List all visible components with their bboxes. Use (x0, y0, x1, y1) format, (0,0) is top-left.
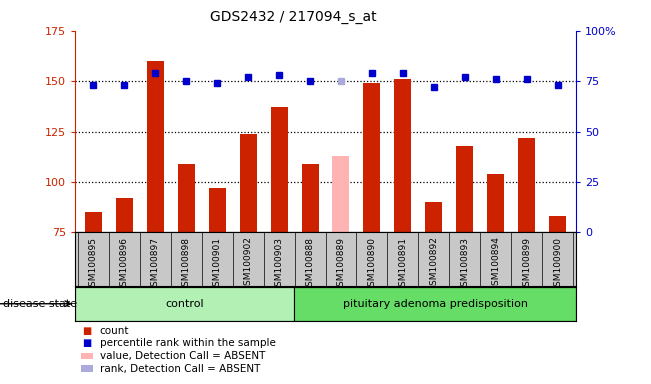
Text: GSM100902: GSM100902 (243, 237, 253, 291)
Bar (301, 164, 318, 232)
Text: ■: ■ (83, 326, 92, 336)
Text: GSM100890: GSM100890 (367, 237, 376, 291)
Bar (209, 188, 226, 232)
Bar (518, 137, 535, 232)
Bar (363, 83, 380, 232)
Text: control: control (165, 299, 204, 309)
Text: GSM100888: GSM100888 (305, 237, 314, 291)
Bar (240, 134, 256, 232)
Text: GSM100895: GSM100895 (89, 237, 98, 291)
Text: GSM100900: GSM100900 (553, 237, 562, 291)
Text: GSM100894: GSM100894 (492, 237, 500, 291)
Text: percentile rank within the sample: percentile rank within the sample (100, 338, 275, 348)
Bar (395, 79, 411, 232)
Text: disease state: disease state (3, 299, 77, 309)
Text: value, Detection Call = ABSENT: value, Detection Call = ABSENT (100, 351, 265, 361)
Text: GSM100898: GSM100898 (182, 237, 191, 291)
Bar (549, 216, 566, 232)
Bar (116, 198, 133, 232)
Bar (294, 287, 576, 321)
Bar (75, 287, 294, 321)
Bar (456, 146, 473, 232)
Text: GSM100901: GSM100901 (213, 237, 222, 291)
Bar (85, 212, 102, 232)
Text: GSM100891: GSM100891 (398, 237, 408, 291)
Bar (147, 61, 164, 232)
Text: GSM100896: GSM100896 (120, 237, 129, 291)
Text: GDS2432 / 217094_s_at: GDS2432 / 217094_s_at (210, 10, 376, 23)
Text: ■: ■ (83, 338, 92, 348)
Text: GSM100893: GSM100893 (460, 237, 469, 291)
Text: GSM100903: GSM100903 (275, 237, 284, 291)
Bar (178, 164, 195, 232)
Bar (271, 107, 288, 232)
Text: GSM100899: GSM100899 (522, 237, 531, 291)
Text: count: count (100, 326, 129, 336)
Bar (425, 202, 442, 232)
Text: GSM100892: GSM100892 (429, 237, 438, 291)
Bar (487, 174, 504, 232)
Text: GSM100889: GSM100889 (337, 237, 346, 291)
Text: pituitary adenoma predisposition: pituitary adenoma predisposition (342, 299, 528, 309)
Text: rank, Detection Call = ABSENT: rank, Detection Call = ABSENT (100, 364, 260, 374)
Bar (333, 156, 350, 232)
Text: GSM100897: GSM100897 (151, 237, 159, 291)
